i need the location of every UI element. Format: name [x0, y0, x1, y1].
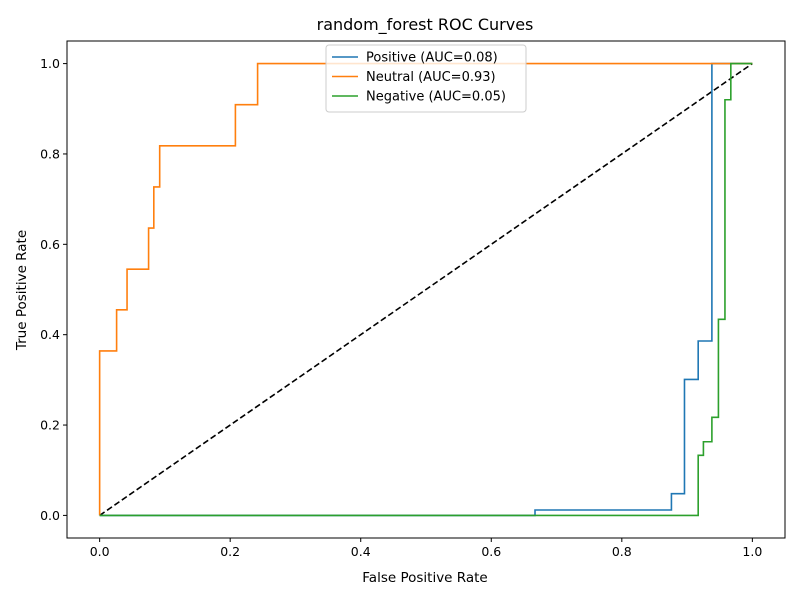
- y-axis-label: True Positive Rate: [14, 230, 30, 351]
- series-line-2: [99, 62, 753, 517]
- series-line-1: [98, 62, 753, 516]
- legend-label-0: Positive (AUC=0.08): [366, 51, 498, 66]
- plot-area: [98, 62, 753, 517]
- x-tick-label: 0.0: [90, 544, 110, 559]
- y-tick-label: 1.0: [40, 56, 60, 71]
- y-tick-label: 0.0: [40, 508, 60, 523]
- y-tick-label: 0.4: [40, 327, 60, 342]
- plot-frame: [66, 40, 786, 539]
- x-tick-label: 0.4: [351, 544, 371, 559]
- legend-box: [325, 44, 527, 113]
- axis-ticks: 0.0 0.2 0.4 0.6 0.8 1.0 0.0 0.2 0.4 0.6 0.8 1.0: [40, 56, 762, 559]
- reference-diagonal-line: [99, 62, 753, 517]
- x-tick-label: 0.2: [220, 544, 240, 559]
- legend-label-2: Negative (AUC=0.05): [366, 90, 506, 105]
- x-tick-label: 0.6: [481, 544, 501, 559]
- legend: Positive (AUC=0.08) Neutral (AUC=0.93) Neg…: [325, 44, 527, 113]
- y-tick-label: 0.2: [40, 418, 60, 433]
- y-tick-label: 0.8: [40, 146, 60, 161]
- legend-label-1: Neutral (AUC=0.93): [366, 70, 496, 85]
- series-line-0: [99, 62, 753, 517]
- x-tick-label: 1.0: [742, 544, 762, 559]
- x-tick-label: 0.8: [612, 544, 632, 559]
- x-axis-label: False Positive Rate: [362, 570, 487, 586]
- chart-title: random_forest ROC Curves: [317, 15, 534, 35]
- y-tick-label: 0.6: [40, 237, 60, 252]
